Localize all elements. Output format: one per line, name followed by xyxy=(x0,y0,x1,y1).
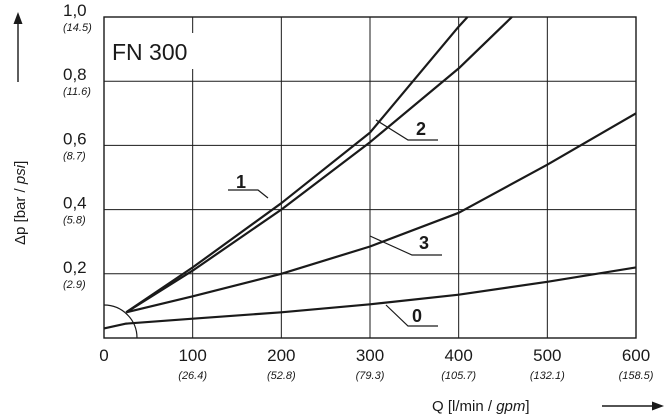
x-axis-label-italic: gpm xyxy=(496,398,525,415)
y-axis-label-prefix: Δp [bar / xyxy=(12,184,29,245)
series-line-2 xyxy=(125,16,513,314)
x-tick-labels: 0 100 (26.4) 200 (52.8) 300 (79.3) 400 (105.7) 50… xyxy=(99,346,653,382)
series-label-1: 1 xyxy=(236,172,246,192)
series-line-0 xyxy=(103,266,637,330)
chart-title: FN 300 xyxy=(112,39,187,65)
x-tick-sublabel: (158.5) xyxy=(619,370,654,382)
y-tick-label: 0,8 xyxy=(63,65,87,84)
leader-line-3 xyxy=(369,235,442,256)
y-tick-label: 0,6 xyxy=(63,129,87,148)
x-tick-label: 100 xyxy=(178,346,206,365)
x-tick-label: 600 xyxy=(622,346,650,365)
y-axis-arrow xyxy=(13,12,23,82)
series-line-1 xyxy=(125,16,469,314)
x-axis-label-prefix: Q [l/min / xyxy=(432,398,496,415)
x-tick-label: 300 xyxy=(356,346,384,365)
curve-leaders: 0 1 2 3 xyxy=(228,119,442,327)
series-line-3 xyxy=(125,112,637,314)
leader-line-0 xyxy=(385,304,438,327)
x-tick-sublabel: (105.7) xyxy=(441,370,476,382)
series-label-3: 3 xyxy=(419,233,429,253)
series-label-0: 0 xyxy=(412,306,422,326)
y-tick-label: 0,4 xyxy=(63,194,87,213)
y-axis-label-italic: psi xyxy=(12,164,29,185)
leader-line-1 xyxy=(228,189,269,199)
y-axis-label-suffix: ] xyxy=(12,161,29,165)
y-tick-label: 1,0 xyxy=(63,1,87,20)
x-tick-label: 500 xyxy=(533,346,561,365)
x-tick-sublabel: (132.1) xyxy=(530,370,565,382)
x-axis-label-suffix: ] xyxy=(525,398,529,415)
x-axis-label: Q [l/min / gpm] xyxy=(432,398,530,415)
x-tick-label: 0 xyxy=(99,346,108,365)
y-tick-labels: 0,2 (2.9) 0,4 (5.8) 0,6 (8.7) 0,8 (11.6) 1,0 (14.… xyxy=(63,1,92,291)
title-background xyxy=(108,33,216,69)
series-label-2: 2 xyxy=(416,119,426,139)
x-tick-sublabel: (26.4) xyxy=(178,370,207,382)
y-axis-label: Δp [bar / psi] xyxy=(12,161,29,245)
x-tick-sublabel: (52.8) xyxy=(267,370,296,382)
curves xyxy=(103,16,637,339)
y-tick-sublabel: (5.8) xyxy=(63,215,86,227)
y-tick-sublabel: (14.5) xyxy=(63,22,92,34)
origin-arc xyxy=(103,304,138,339)
y-tick-sublabel: (2.9) xyxy=(63,279,86,291)
y-tick-label: 0,2 xyxy=(63,258,87,277)
leader-line-2 xyxy=(375,119,438,141)
x-axis-arrow xyxy=(602,401,664,411)
y-tick-sublabel: (8.7) xyxy=(63,150,86,162)
y-tick-sublabel: (11.6) xyxy=(63,86,91,98)
x-tick-label: 200 xyxy=(267,346,295,365)
x-tick-sublabel: (79.3) xyxy=(356,370,385,382)
grid xyxy=(103,16,637,339)
x-tick-label: 400 xyxy=(444,346,472,365)
